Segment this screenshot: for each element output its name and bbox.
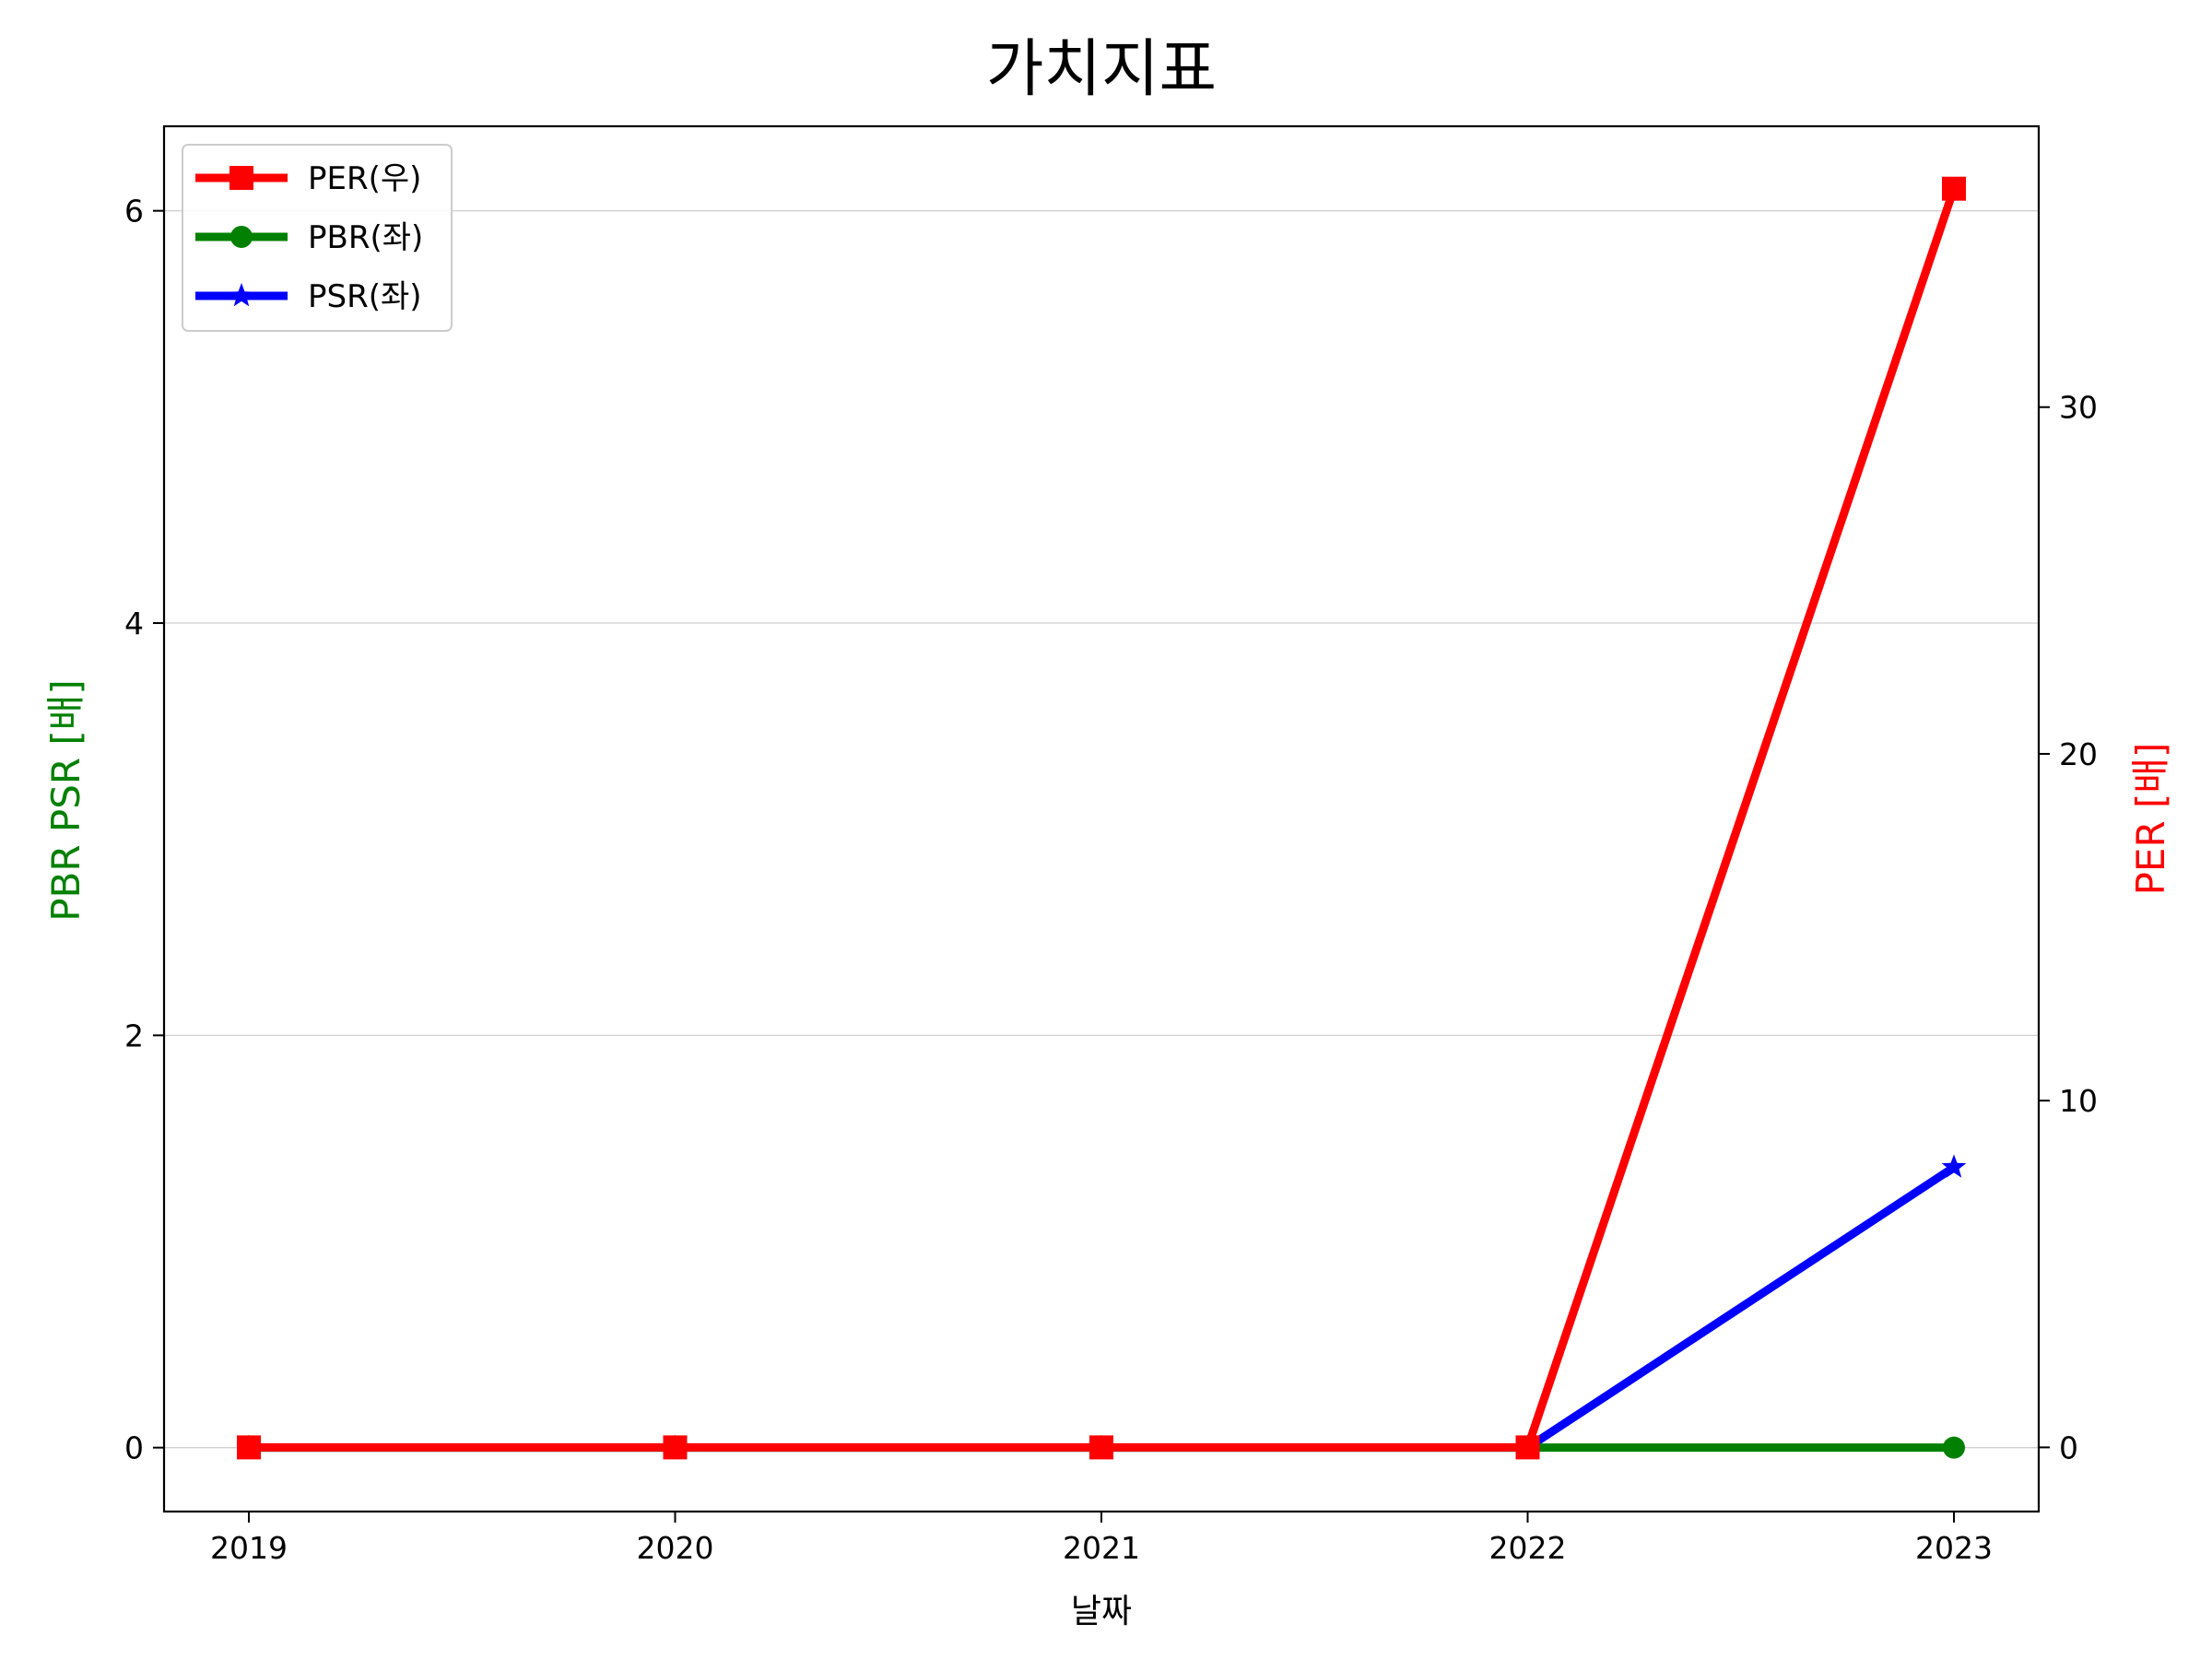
legend-label: PBR(좌)	[308, 219, 423, 256]
series-per	[237, 176, 1966, 1460]
y-axis-left-label: PBR PSR [배]	[43, 679, 88, 922]
x-axis: 2019 2020 2021 2022 2023	[210, 1512, 1993, 1566]
y-left-tick-label: 4	[124, 606, 144, 641]
data-point-per	[663, 1435, 688, 1460]
y-axis-left: 0 2 4 6	[124, 194, 164, 1466]
x-tick-label: 2020	[637, 1530, 714, 1566]
y-left-tick-label: 6	[124, 194, 144, 229]
x-tick-label: 2021	[1063, 1530, 1140, 1566]
legend-label: PSR(좌)	[308, 278, 422, 315]
y-left-tick-label: 0	[124, 1430, 144, 1466]
x-tick-label: 2022	[1489, 1530, 1567, 1566]
legend: PER(우) PBR(좌) PSR(좌)	[182, 144, 453, 332]
y-right-tick-label: 30	[2059, 390, 2098, 426]
legend-label: PER(우)	[308, 160, 421, 197]
legend-box	[182, 144, 453, 332]
y-right-tick-label: 20	[2059, 736, 2098, 772]
series-layer	[236, 176, 1967, 1460]
chart-title: 가치지표	[986, 33, 1217, 106]
legend-swatch-marker	[229, 166, 253, 190]
legend-item-psr: PSR(좌)	[195, 278, 422, 315]
legend-swatch-marker	[229, 283, 254, 307]
data-point-pbr	[1943, 1436, 1965, 1459]
data-point-per	[1089, 1435, 1113, 1460]
legend-swatch-marker	[230, 226, 253, 248]
y-left-tick-label: 2	[124, 1018, 144, 1053]
y-right-tick-label: 10	[2059, 1083, 2098, 1119]
legend-item-per: PER(우)	[195, 160, 421, 197]
data-point-per	[1942, 176, 1966, 201]
data-point-per	[237, 1435, 261, 1460]
y-right-tick-label: 0	[2059, 1430, 2078, 1465]
legend-item-pbr: PBR(좌)	[195, 219, 423, 256]
data-point-per	[1515, 1435, 1540, 1460]
x-tick-label: 2023	[1915, 1530, 1993, 1566]
data-point-psr	[1941, 1154, 1967, 1178]
y-axis-right-label: PER [배]	[2128, 743, 2173, 896]
x-axis-label: 날짜	[1071, 1593, 1132, 1630]
x-tick-label: 2019	[210, 1530, 288, 1566]
y-axis-right: 0 10 20 30	[2039, 390, 2098, 1465]
